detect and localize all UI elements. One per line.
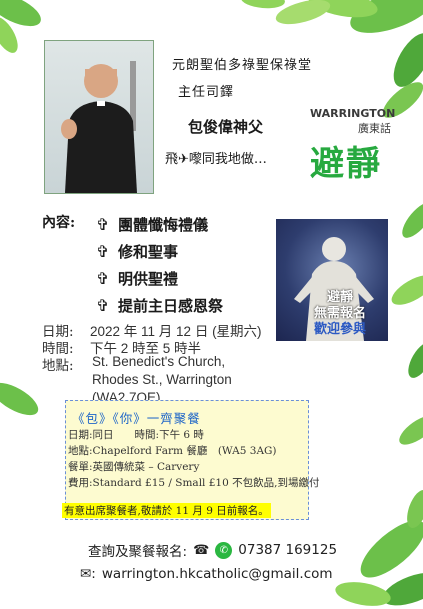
leaf-decoration-right: [391, 202, 423, 445]
priest-figure: [61, 61, 137, 193]
caption-line-3: 歡迎參與: [313, 322, 366, 337]
list-item: ✞ 團體懺悔禮儀: [96, 211, 223, 238]
mail-icon: ✉:: [80, 566, 96, 582]
tagline: 飛✈嚟同我地做…: [165, 152, 267, 167]
list-item: ✞ 修和聖事: [96, 238, 223, 265]
priest-photo: [44, 40, 154, 194]
statue-figure: [294, 237, 374, 341]
content-list: ✞ 團體懺悔禮儀 ✞ 修和聖事 ✞ 明供聖禮 ✞ 提前主日感恩祭: [96, 211, 223, 319]
list-item-label: 修和聖事: [118, 243, 179, 261]
place-label: 地點:: [42, 358, 74, 374]
priest-name: 包俊偉神父: [188, 118, 264, 136]
meal-place: 地點:Chapelford Farm 餐廳 (WA5 3AG): [68, 445, 277, 457]
cross-icon: ✞: [96, 242, 110, 261]
list-item: ✞ 提前主日感恩祭: [96, 292, 223, 319]
contact-label: 查詢及聚餐報名:: [88, 544, 188, 560]
leaf-decoration-left: [0, 382, 39, 416]
place-line-1: St. Benedict's Church,: [92, 354, 226, 369]
content-label: 內容:: [42, 215, 76, 231]
date-label: 日期:: [42, 324, 74, 340]
meal-box: [65, 400, 309, 520]
meal-title: 《包》《你》一齊聚餐: [72, 411, 201, 426]
statue-caption: 避靜 無需報名 歡迎參與: [300, 290, 380, 338]
language-label: 廣東話: [358, 122, 391, 135]
date-row: 日期: 2022 年 11 月 12 日 (星期六): [42, 320, 262, 340]
date-value: 2022 年 11 月 12 日 (星期六): [90, 324, 262, 339]
time-label: 時間:: [42, 341, 74, 357]
list-item-label: 明供聖禮: [118, 270, 179, 288]
time-row: 時間: 下午 2 時至 5 時半: [42, 337, 201, 357]
place-line-2: Rhodes St., Warrington: [92, 372, 232, 387]
meal-menu: 餐單:英國傳統菜 – Carvery: [68, 461, 200, 473]
meal-registration-note: 有意出席聚餐者,敬請於 11 月 9 日前報名。: [62, 503, 271, 518]
event-title: 避靜: [310, 144, 382, 184]
statue-image: [276, 219, 388, 341]
caption-line-2: 無需報名: [313, 306, 366, 321]
phone-number[interactable]: 07387 169125: [238, 542, 338, 558]
list-item-label: 提前主日感恩祭: [118, 297, 224, 315]
phone-icon: ☎: [193, 542, 210, 558]
time-value: 下午 2 時至 5 時半: [90, 341, 202, 356]
email-address[interactable]: warrington.hkcatholic@gmail.com: [101, 566, 333, 582]
whatsapp-icon: ✆: [215, 541, 233, 559]
cross-icon: ✞: [96, 296, 110, 315]
list-item: ✞ 明供聖禮: [96, 265, 223, 292]
contact-row: 查詢及聚餐報名: ☎ ✆ 07387 169125: [88, 540, 337, 560]
email-row: ✉: warrington.hkcatholic@gmail.com: [80, 566, 333, 582]
caption-line-1: 避靜: [326, 290, 353, 305]
cross-icon: ✞: [96, 269, 110, 288]
place-row: 地點:: [42, 354, 90, 374]
church-name: 元朗聖伯多祿聖保祿堂: [172, 58, 313, 73]
list-item-label: 團體懺悔禮儀: [118, 216, 209, 234]
meal-date: 日期:同日 時間:下午 6 時: [68, 429, 204, 441]
meal-price: 費用:Standard £15 / Small £10 不包飲品,到場繳付: [68, 477, 320, 489]
leaf-decoration-top-left: [0, 0, 41, 53]
location-title: WARRINGTON: [310, 107, 396, 120]
priest-role: 主任司鐸: [178, 85, 235, 100]
cross-icon: ✞: [96, 215, 110, 234]
